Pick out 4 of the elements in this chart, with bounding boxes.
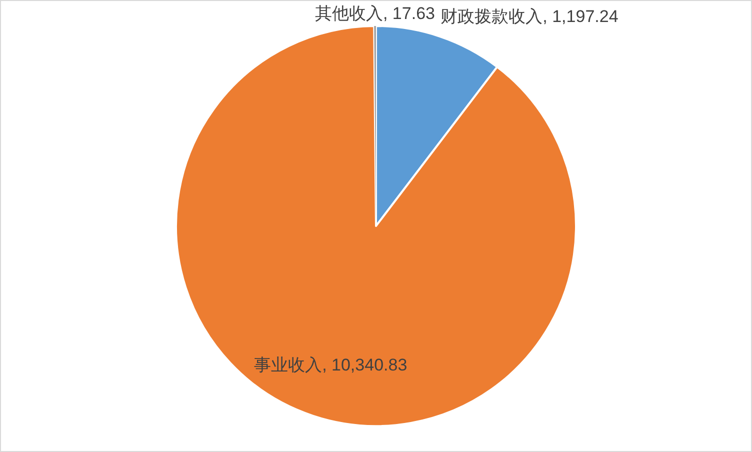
slice-label: 事业收入, 10,340.83	[254, 356, 408, 375]
slice-label: 财政拨款收入, 1,197.24	[440, 7, 618, 26]
pie-slice	[175, 25, 577, 427]
slice-label: 其他收入, 17.63	[314, 4, 435, 23]
